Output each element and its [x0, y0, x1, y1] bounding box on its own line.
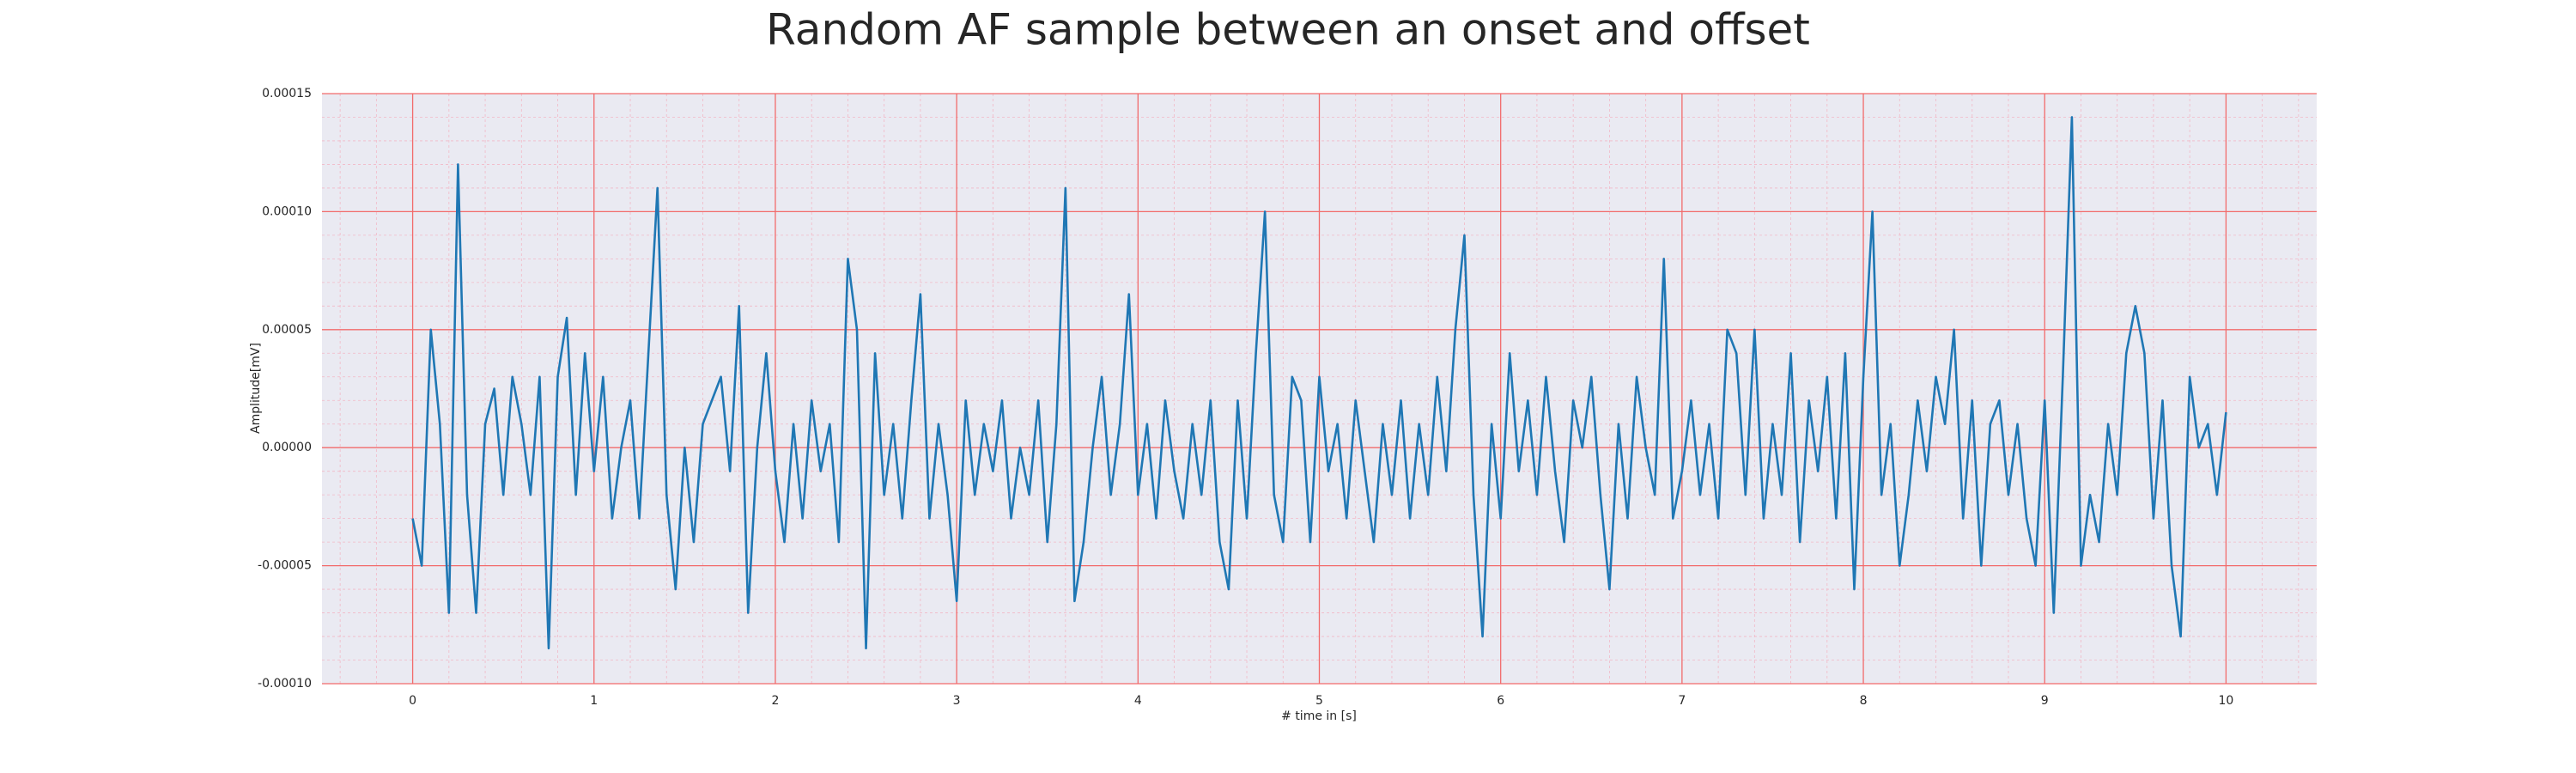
- signal-line: [411, 116, 2227, 650]
- grid: [322, 93, 2317, 685]
- x-tick-label: 0: [409, 694, 416, 708]
- x-tick-label: 8: [1860, 694, 1868, 708]
- x-tick-label: 4: [1134, 694, 1142, 708]
- marks: [411, 116, 2227, 650]
- x-tick-label: 2: [771, 694, 779, 708]
- x-axis-label: # time in [s]: [1281, 709, 1357, 723]
- x-tick-label: 5: [1315, 694, 1323, 708]
- x-tick-label: 1: [590, 694, 598, 708]
- y-axis-label: Amplitude[mV]: [249, 343, 263, 434]
- x-tick-label: 3: [953, 694, 961, 708]
- y-tick-label: 0.00005: [262, 323, 312, 337]
- tick-labels: 0 1 2 3 4 5 6 7 8 9 10 -0.00010 -0.00005 0.00000 0.000…: [258, 87, 2233, 708]
- x-tick-label: 7: [1678, 694, 1686, 708]
- x-tick-label: 10: [2218, 694, 2233, 708]
- y-tick-label: 0.00010: [262, 204, 312, 218]
- y-tick-label: -0.00005: [258, 559, 312, 573]
- chart-title: Random AF sample between an onset and of…: [766, 5, 1810, 55]
- x-tick-label: 6: [1497, 694, 1504, 708]
- y-tick-label: 0.00015: [262, 87, 312, 100]
- y-tick-label: -0.00010: [258, 677, 312, 691]
- y-tick-label: 0.00000: [262, 441, 312, 454]
- x-tick-label: 9: [2041, 694, 2049, 708]
